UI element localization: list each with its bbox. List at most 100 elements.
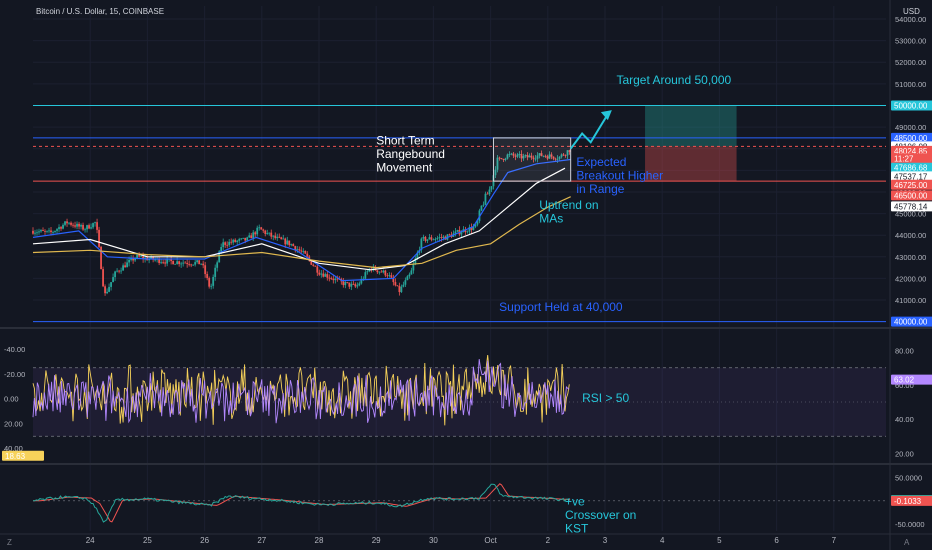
candle-body bbox=[36, 232, 38, 234]
moving-average-line[interactable] bbox=[32, 196, 571, 269]
candle-body bbox=[192, 264, 195, 266]
candle-body bbox=[394, 282, 397, 286]
candle-body bbox=[224, 242, 227, 245]
candle-body bbox=[300, 250, 303, 252]
candle-body bbox=[244, 237, 247, 241]
projection-path[interactable] bbox=[569, 113, 609, 150]
candle-body bbox=[160, 262, 163, 264]
y-tick-label: 49000.00 bbox=[895, 123, 926, 132]
candle-body bbox=[82, 224, 84, 230]
candle-body bbox=[178, 261, 181, 265]
candle-body bbox=[414, 258, 417, 265]
candle-body bbox=[108, 286, 110, 292]
x-tick-label: 7 bbox=[832, 536, 837, 545]
candle-body bbox=[336, 278, 339, 280]
candle-body bbox=[392, 277, 395, 283]
candle-body bbox=[170, 258, 173, 261]
kst-pane[interactable] bbox=[33, 483, 886, 523]
rsi-left-tick: 0.00 bbox=[4, 395, 19, 404]
moving-average-line[interactable] bbox=[32, 158, 571, 282]
candle-body bbox=[218, 251, 221, 263]
candle-body bbox=[128, 259, 130, 263]
candle-body bbox=[508, 154, 511, 155]
pane-dividers[interactable] bbox=[0, 327, 932, 465]
candle-body bbox=[526, 155, 529, 158]
candle-body bbox=[470, 227, 473, 230]
candle-body bbox=[568, 150, 571, 152]
candle-body bbox=[560, 154, 563, 157]
candle-body bbox=[330, 278, 333, 280]
rsi-right-tick: 40.00 bbox=[895, 415, 914, 424]
candle-body bbox=[468, 227, 471, 232]
candle-body bbox=[518, 154, 521, 155]
candle-body bbox=[144, 257, 147, 259]
candle-body bbox=[236, 240, 239, 242]
candle-body bbox=[412, 264, 415, 271]
candle-body bbox=[460, 232, 463, 235]
candle-body bbox=[454, 231, 457, 234]
a-icon[interactable]: A bbox=[904, 538, 910, 547]
rsi-line[interactable] bbox=[32, 359, 570, 424]
rsi-pane[interactable] bbox=[32, 355, 886, 437]
candle-body bbox=[246, 237, 249, 241]
candle-body bbox=[352, 283, 355, 285]
candle-body bbox=[258, 227, 261, 229]
x-tick-label: 5 bbox=[717, 536, 722, 545]
annotation-text: Uptrend on bbox=[539, 198, 598, 212]
candle-body bbox=[364, 272, 367, 279]
candle-body bbox=[274, 235, 277, 239]
candle-body bbox=[426, 239, 429, 241]
candle-body bbox=[432, 239, 435, 241]
x-tick-label: 4 bbox=[660, 536, 665, 545]
oscillator-line[interactable] bbox=[32, 355, 570, 426]
candle-body bbox=[536, 155, 539, 159]
candle-body bbox=[252, 232, 255, 239]
candle-body bbox=[266, 232, 269, 234]
candle-body bbox=[68, 222, 70, 224]
price-tag-bg bbox=[891, 201, 932, 212]
candle-body bbox=[360, 278, 363, 284]
y-tick-label: 42000.00 bbox=[895, 274, 926, 283]
candle-body bbox=[404, 280, 407, 285]
candle-body bbox=[102, 269, 104, 287]
svg-text:Z: Z bbox=[7, 538, 12, 547]
candle-body bbox=[114, 271, 116, 278]
candle-body bbox=[132, 257, 134, 261]
target-zone[interactable] bbox=[645, 105, 737, 147]
candle-body bbox=[416, 252, 419, 259]
candle-body bbox=[366, 271, 369, 273]
z-icon[interactable]: Z bbox=[7, 538, 12, 547]
x-tick-label: 30 bbox=[429, 536, 438, 545]
candle-body bbox=[354, 284, 357, 287]
candle-body bbox=[200, 263, 203, 265]
price-pane[interactable] bbox=[32, 104, 886, 323]
candle-body bbox=[466, 231, 469, 233]
candle-body bbox=[84, 229, 86, 231]
candle-body bbox=[506, 154, 509, 159]
price-labels: 50000.0048500.0048106.0848024.8511:27476… bbox=[2, 100, 932, 506]
candle-body bbox=[306, 253, 309, 257]
candle-body bbox=[54, 230, 56, 232]
candle-body bbox=[186, 262, 189, 264]
candle-body bbox=[276, 236, 279, 239]
candle-body bbox=[406, 276, 409, 281]
price-tag: 46500.00 bbox=[894, 191, 928, 200]
candle-body bbox=[318, 272, 321, 275]
candle-body bbox=[46, 230, 48, 232]
candle-body bbox=[512, 153, 515, 156]
candle-body bbox=[52, 231, 54, 233]
stop-zone[interactable] bbox=[645, 146, 737, 182]
range-box[interactable] bbox=[492, 137, 572, 182]
candle-body bbox=[316, 266, 319, 273]
candle-body bbox=[378, 271, 381, 273]
candle-body bbox=[294, 246, 297, 251]
rsi-left-tick: 40.00 bbox=[4, 444, 23, 453]
candle-body bbox=[420, 238, 423, 250]
moving-average-line[interactable] bbox=[32, 167, 566, 271]
price-tag: 47686.68 bbox=[894, 164, 928, 173]
candle-body bbox=[400, 286, 403, 293]
annotation-text: Rangebound bbox=[376, 147, 445, 161]
kst-line[interactable] bbox=[33, 483, 571, 523]
candle-body bbox=[358, 283, 361, 286]
